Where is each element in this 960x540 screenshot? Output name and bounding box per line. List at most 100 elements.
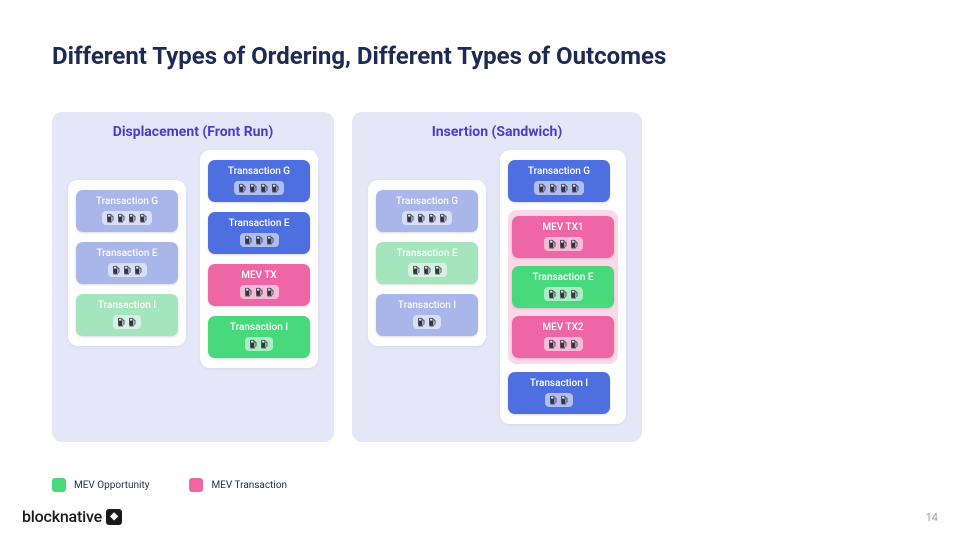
panel-title: Insertion (Sandwich) xyxy=(368,124,626,140)
transaction-card: Transaction E xyxy=(76,242,178,284)
fuel-indicator xyxy=(408,263,447,277)
transaction-label: Transaction G xyxy=(396,196,458,207)
transaction-label: Transaction E xyxy=(96,248,157,259)
transaction-label: Transaction G xyxy=(228,166,290,177)
brand-logo-text: blocknative xyxy=(22,507,102,526)
fuel-pump-icon xyxy=(549,395,558,405)
transaction-label: Transaction E xyxy=(532,272,593,283)
legend-label: MEV Transaction xyxy=(211,480,287,491)
fuel-pump-icon xyxy=(412,265,421,275)
panel-columns: Transaction G Tran xyxy=(368,150,626,424)
fuel-indicator xyxy=(240,233,279,247)
ordering-panel: Insertion (Sandwich) Transaction G xyxy=(352,112,642,442)
page-number: 14 xyxy=(926,511,938,524)
fuel-pump-icon xyxy=(260,339,269,349)
fuel-pump-icon xyxy=(571,183,580,193)
transaction-stack-before: Transaction G Tran xyxy=(368,180,486,346)
brand-logo-mark: ◆ xyxy=(106,509,122,525)
fuel-indicator xyxy=(113,315,141,329)
fuel-pump-icon xyxy=(423,265,432,275)
transaction-card: Transaction E xyxy=(512,266,614,308)
transaction-label: Transaction I xyxy=(398,300,456,311)
fuel-pump-icon xyxy=(249,183,258,193)
transaction-card: Transaction E xyxy=(376,242,478,284)
fuel-pump-icon xyxy=(128,213,137,223)
fuel-pump-icon xyxy=(244,287,253,297)
fuel-pump-icon xyxy=(117,213,126,223)
fuel-pump-icon xyxy=(560,183,569,193)
transaction-card: MEV TX2 xyxy=(512,316,614,358)
transaction-label: Transaction E xyxy=(228,218,289,229)
transaction-label: Transaction I xyxy=(230,322,288,333)
fuel-indicator xyxy=(108,263,147,277)
fuel-pump-icon xyxy=(128,317,137,327)
fuel-pump-icon xyxy=(549,183,558,193)
fuel-pump-icon xyxy=(538,183,547,193)
fuel-indicator xyxy=(544,237,583,251)
transaction-stack-after: Transaction G Tran xyxy=(200,150,318,368)
transaction-card: Transaction G xyxy=(76,190,178,232)
fuel-pump-icon xyxy=(417,317,426,327)
transaction-label: Transaction E xyxy=(396,248,457,259)
transaction-label: Transaction I xyxy=(98,300,156,311)
legend: MEV Opportunity MEV Transaction xyxy=(52,478,287,492)
fuel-pump-icon xyxy=(560,395,569,405)
fuel-pump-icon xyxy=(271,183,280,193)
fuel-pump-icon xyxy=(548,339,557,349)
fuel-pump-icon xyxy=(117,317,126,327)
fuel-pump-icon xyxy=(428,213,437,223)
fuel-indicator xyxy=(402,211,452,225)
fuel-indicator xyxy=(545,393,573,407)
fuel-pump-icon xyxy=(249,339,258,349)
legend-label: MEV Opportunity xyxy=(74,480,149,491)
fuel-pump-icon xyxy=(559,339,568,349)
transaction-card: Transaction G xyxy=(376,190,478,232)
fuel-pump-icon xyxy=(570,239,579,249)
fuel-pump-icon xyxy=(112,265,121,275)
legend-item: MEV Transaction xyxy=(189,478,287,492)
fuel-pump-icon xyxy=(266,287,275,297)
fuel-pump-icon xyxy=(134,265,143,275)
fuel-indicator xyxy=(102,211,152,225)
fuel-pump-icon xyxy=(434,265,443,275)
fuel-pump-icon xyxy=(439,213,448,223)
sandwich-group: MEV TX1 Transaction E xyxy=(508,210,618,364)
page-title: Different Types of Ordering, Different T… xyxy=(52,42,666,70)
fuel-pump-icon xyxy=(244,235,253,245)
legend-swatch xyxy=(52,478,66,492)
fuel-indicator xyxy=(544,337,583,351)
transaction-stack-before: Transaction G Tran xyxy=(68,180,186,346)
legend-item: MEV Opportunity xyxy=(52,478,149,492)
transaction-card: Transaction G xyxy=(508,160,610,202)
fuel-pump-icon xyxy=(123,265,132,275)
fuel-pump-icon xyxy=(570,289,579,299)
transaction-label: MEV TX2 xyxy=(542,322,583,333)
legend-swatch xyxy=(189,478,203,492)
fuel-pump-icon xyxy=(139,213,148,223)
transaction-label: Transaction G xyxy=(528,166,590,177)
fuel-pump-icon xyxy=(548,289,557,299)
fuel-pump-icon xyxy=(238,183,247,193)
transaction-label: MEV TX xyxy=(241,270,277,281)
transaction-card: Transaction G xyxy=(208,160,310,202)
fuel-pump-icon xyxy=(559,289,568,299)
fuel-pump-icon xyxy=(570,339,579,349)
fuel-pump-icon xyxy=(428,317,437,327)
fuel-pump-icon xyxy=(406,213,415,223)
fuel-pump-icon xyxy=(260,183,269,193)
transaction-card: MEV TX xyxy=(208,264,310,306)
fuel-indicator xyxy=(245,337,273,351)
fuel-pump-icon xyxy=(255,287,264,297)
transaction-card: Transaction I xyxy=(76,294,178,336)
brand-logo: blocknative ◆ xyxy=(22,507,122,526)
panel-title: Displacement (Front Run) xyxy=(68,124,318,140)
fuel-pump-icon xyxy=(559,239,568,249)
panels-container: Displacement (Front Run) Transaction G xyxy=(52,112,642,442)
fuel-indicator xyxy=(234,181,284,195)
transaction-card: MEV TX1 xyxy=(512,216,614,258)
transaction-card: Transaction E xyxy=(208,212,310,254)
transaction-label: Transaction G xyxy=(96,196,158,207)
transaction-card: Transaction I xyxy=(208,316,310,358)
transaction-card: Transaction I xyxy=(376,294,478,336)
transaction-label: MEV TX1 xyxy=(542,222,583,233)
